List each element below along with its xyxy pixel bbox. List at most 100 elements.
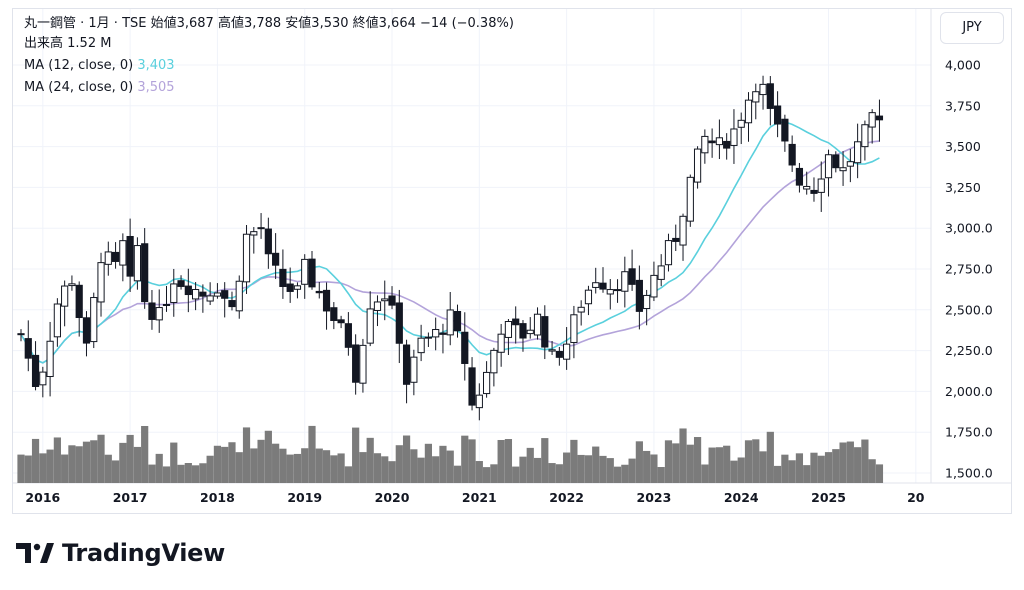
volume-bar xyxy=(337,453,345,483)
candle-up xyxy=(752,91,760,103)
candle-down xyxy=(221,290,229,299)
y-tick-label: 2,500.0 xyxy=(945,302,993,317)
candle-down xyxy=(31,354,40,388)
candle-up xyxy=(46,340,54,378)
volume-bar xyxy=(577,454,585,483)
tradingview-brand[interactable]: TradingView xyxy=(16,538,225,568)
volume-bar xyxy=(628,458,636,483)
candle-down xyxy=(781,118,789,142)
volume-bar xyxy=(24,455,32,483)
volume-bar xyxy=(133,446,141,483)
x-tick-label: 20 xyxy=(907,490,925,505)
volume-bar xyxy=(693,437,702,483)
candle-down xyxy=(82,317,91,344)
volume-bar xyxy=(177,464,185,483)
candle-up xyxy=(213,292,222,297)
volume-bar xyxy=(75,446,83,483)
currency-button[interactable]: JPY xyxy=(940,12,1004,44)
volume-bar xyxy=(752,439,760,483)
volume-bar xyxy=(788,460,796,483)
candle-down xyxy=(184,285,192,296)
candle-down xyxy=(402,344,411,385)
volume-bar xyxy=(621,464,629,483)
volume-bar xyxy=(264,430,272,483)
x-tick-label: 2025 xyxy=(811,490,846,505)
volume-bar xyxy=(555,464,563,483)
volume-bar xyxy=(664,440,673,483)
volume-bar xyxy=(584,455,593,483)
symbol-ohlc-text: 丸一鋼管 · 1月 · TSE 始値3,687 高値3,788 安値3,530 … xyxy=(24,16,514,31)
y-tick-label: 2,000.0 xyxy=(945,384,993,399)
volume-bar xyxy=(570,439,578,483)
candle-down xyxy=(439,332,447,335)
volume-legend: 出来高 1.52 M xyxy=(24,34,111,54)
volume-bar xyxy=(381,456,389,483)
volume-bar xyxy=(301,448,309,483)
candle-down xyxy=(257,227,265,230)
volume-bar xyxy=(832,449,840,483)
candle-down xyxy=(461,331,469,364)
candle-up xyxy=(643,294,651,310)
volume-value: 1.52 M xyxy=(67,36,112,51)
volume-bar xyxy=(82,441,91,483)
candle-down xyxy=(512,318,520,326)
candle-up xyxy=(548,349,556,352)
volume-bar xyxy=(497,439,505,483)
volume-bar xyxy=(395,445,403,483)
candle-up xyxy=(563,343,571,360)
price-chart[interactable]: 4,000 3,750 3,500 3,250 3,000.0 2,750.0 2,500.… xyxy=(13,9,1011,513)
candle-up xyxy=(119,240,127,266)
volume-bar xyxy=(468,439,476,483)
volume-bar xyxy=(723,445,731,483)
volume-bar xyxy=(679,428,687,483)
volume-bar xyxy=(781,454,789,483)
candle-up xyxy=(192,289,200,300)
candle-up xyxy=(235,280,243,312)
ma12-legend: MA (12, close, 0) 3,403 xyxy=(24,56,175,76)
volume-bar xyxy=(453,465,462,483)
candle-down xyxy=(708,140,716,144)
volume-bar xyxy=(774,465,782,483)
volume-bar xyxy=(155,453,163,483)
candle-up xyxy=(424,336,432,339)
candle-up xyxy=(693,148,702,183)
volume-bar xyxy=(104,454,112,483)
candle-up xyxy=(39,371,47,386)
volume-bar xyxy=(235,452,243,483)
volume-bar xyxy=(97,434,105,483)
candle-up xyxy=(846,161,854,167)
candle-down xyxy=(177,280,185,287)
candle-up xyxy=(504,321,513,338)
volume-bar xyxy=(250,448,258,483)
candle-up xyxy=(53,303,61,338)
candle-down xyxy=(322,289,331,312)
volume-bar xyxy=(846,441,854,483)
candle-down xyxy=(468,367,476,406)
volume-bar xyxy=(824,452,833,483)
candle-up xyxy=(686,176,694,222)
volume-bar xyxy=(730,460,738,483)
candle-up xyxy=(206,295,214,302)
volume-bar xyxy=(17,454,25,483)
chart-frame[interactable]: 4,000 3,750 3,500 3,250 3,000.0 2,750.0 2,500.… xyxy=(12,8,1012,514)
volume-bar xyxy=(352,427,360,483)
volume-bar xyxy=(402,435,411,483)
candle-up xyxy=(170,283,178,303)
candle-up xyxy=(359,344,367,384)
volume-bar xyxy=(650,454,658,483)
candle-down xyxy=(228,300,236,308)
volume-bar xyxy=(366,437,374,483)
volume-bar xyxy=(519,456,527,483)
tradingview-logo-icon xyxy=(16,543,54,563)
candle-up xyxy=(90,297,98,343)
volume-bar xyxy=(803,465,811,483)
candle-up xyxy=(854,141,862,164)
ma12-value: 3,403 xyxy=(137,58,175,73)
volume-bar xyxy=(533,457,542,483)
candle-down xyxy=(141,243,149,303)
x-tick-label: 2017 xyxy=(113,490,148,505)
candle-down xyxy=(613,289,622,292)
volume-bar xyxy=(68,445,76,483)
candle-up xyxy=(301,258,309,285)
candle-up xyxy=(584,289,593,305)
